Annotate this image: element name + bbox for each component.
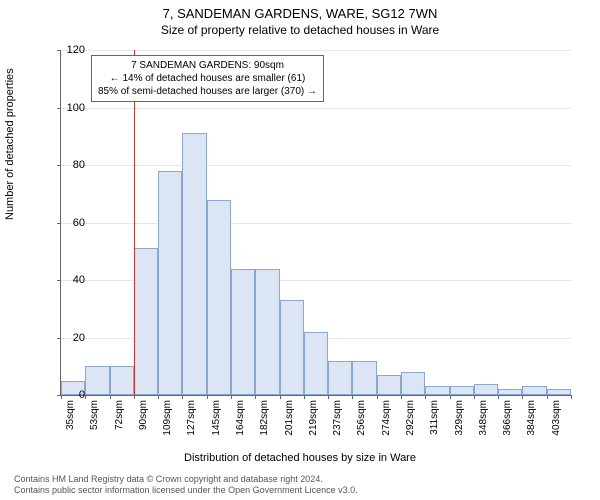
x-tick-label: 274sqm [381,400,392,445]
x-tick-mark [231,395,232,399]
x-tick-mark [450,395,451,399]
y-tick-label: 80 [55,159,85,171]
y-tick-label: 100 [55,102,85,114]
x-tick-label: 219sqm [308,400,319,445]
grid-line [61,223,571,224]
x-axis-label: Distribution of detached houses by size … [0,452,600,464]
histogram-bar [158,171,182,395]
histogram-bar [425,386,449,395]
y-tick-label: 20 [55,332,85,344]
x-tick-label: 292sqm [405,400,416,445]
x-tick-label: 53sqm [89,400,100,445]
x-tick-mark [328,395,329,399]
x-tick-label: 90sqm [138,400,149,445]
histogram-bar [304,332,328,395]
x-tick-mark [547,395,548,399]
y-tick-label: 60 [55,217,85,229]
x-tick-label: 127sqm [186,400,197,445]
x-tick-mark [255,395,256,399]
histogram-bar [401,372,425,395]
histogram-bar [328,361,352,396]
x-tick-label: 237sqm [332,400,343,445]
histogram-bar [231,269,255,396]
grid-line [61,108,571,109]
x-tick-mark [182,395,183,399]
x-tick-mark [207,395,208,399]
chart-title-main: 7, SANDEMAN GARDENS, WARE, SG12 7WN [0,0,600,21]
x-tick-label: 329sqm [454,400,465,445]
x-tick-label: 145sqm [211,400,222,445]
histogram-bar [280,300,304,395]
x-tick-mark [304,395,305,399]
histogram-bar [450,386,474,395]
x-tick-mark [425,395,426,399]
x-tick-mark [498,395,499,399]
x-tick-label: 366sqm [502,400,513,445]
y-tick-label: 0 [55,389,85,401]
x-tick-label: 72sqm [114,400,125,445]
annotation-line: 85% of semi-detached houses are larger (… [98,85,317,98]
histogram-bar [474,384,498,396]
x-tick-mark [280,395,281,399]
x-tick-mark [158,395,159,399]
grid-line [61,165,571,166]
histogram-bar [522,386,546,395]
y-tick-label: 120 [55,44,85,56]
footer-line-2: Contains public sector information licen… [14,485,594,496]
footer-attribution: Contains HM Land Registry data © Crown c… [14,474,594,496]
x-tick-mark [134,395,135,399]
x-tick-label: 164sqm [235,400,246,445]
x-tick-label: 201sqm [284,400,295,445]
histogram-bar [377,375,401,395]
histogram-bar [207,200,231,396]
x-tick-mark [110,395,111,399]
histogram-bar [110,366,134,395]
grid-line [61,50,571,51]
histogram-bar [182,133,206,395]
x-tick-mark [377,395,378,399]
x-tick-label: 403sqm [551,400,562,445]
x-tick-label: 35sqm [65,400,76,445]
x-tick-label: 109sqm [162,400,173,445]
x-tick-mark [85,395,86,399]
plot-area: 35sqm53sqm72sqm90sqm109sqm127sqm145sqm16… [60,50,571,396]
histogram-bar [352,361,376,396]
x-tick-mark [571,395,572,399]
annotation-line: ← 14% of detached houses are smaller (61… [98,72,317,85]
x-tick-mark [352,395,353,399]
annotation-line: 7 SANDEMAN GARDENS: 90sqm [98,59,317,72]
x-tick-label: 311sqm [429,400,440,445]
x-tick-mark [474,395,475,399]
histogram-bar [85,366,109,395]
x-tick-mark [522,395,523,399]
y-tick-label: 40 [55,274,85,286]
x-tick-label: 256sqm [356,400,367,445]
annotation-box: 7 SANDEMAN GARDENS: 90sqm← 14% of detach… [91,55,324,102]
y-axis-label: Number of detached properties [4,68,16,220]
chart-title-sub: Size of property relative to detached ho… [0,21,600,37]
histogram-bar [547,389,571,395]
histogram-bar [134,248,158,395]
footer-line-1: Contains HM Land Registry data © Crown c… [14,474,594,485]
x-tick-label: 348sqm [478,400,489,445]
x-tick-label: 182sqm [259,400,270,445]
histogram-bar [498,389,522,395]
x-tick-label: 384sqm [526,400,537,445]
x-tick-mark [401,395,402,399]
histogram-bar [255,269,279,396]
